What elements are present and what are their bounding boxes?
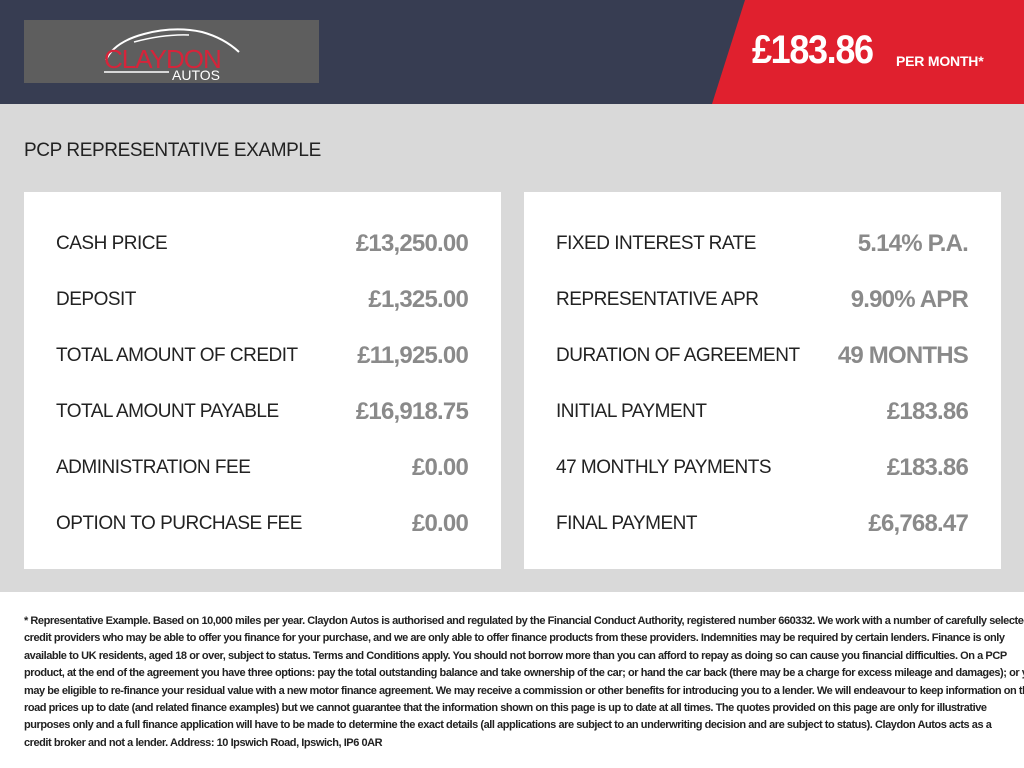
row-label: REPRESENTATIVE APR	[556, 289, 759, 310]
row-label: OPTION TO PURCHASE FEE	[56, 513, 302, 534]
finance-row: INITIAL PAYMENT £183.86	[556, 397, 969, 427]
header: CLAYDON AUTOS £183.86 PER MONTH*	[0, 0, 1024, 104]
section-title: PCP REPRESENTATIVE EXAMPLE	[24, 140, 321, 161]
row-value: 49 MONTHS	[837, 342, 969, 369]
price-panel	[712, 0, 1024, 104]
finance-row: DEPOSIT £1,325.00	[56, 285, 469, 315]
finance-row: 47 MONTHLY PAYMENTS £183.86	[556, 453, 969, 483]
finance-row: DURATION OF AGREEMENT 49 MONTHS	[556, 341, 969, 371]
finance-row: ADMINISTRATION FEE £0.00	[56, 453, 469, 483]
row-label: DURATION OF AGREEMENT	[556, 345, 800, 366]
claydon-autos-logo[interactable]: CLAYDON AUTOS	[24, 20, 319, 83]
finance-example-section: PCP REPRESENTATIVE EXAMPLE CASH PRICE £13…	[0, 104, 1024, 592]
row-value: £16,918.75	[355, 398, 469, 425]
finance-row: CASH PRICE £13,250.00	[56, 229, 469, 259]
finance-row: FIXED INTEREST RATE 5.14% P.A.	[556, 229, 969, 259]
row-value: 5.14% P.A.	[857, 230, 969, 257]
row-label: FIXED INTEREST RATE	[556, 233, 756, 254]
finance-row: TOTAL AMOUNT OF CREDIT £11,925.00	[56, 341, 469, 371]
price-suffix: PER MONTH*	[896, 53, 984, 69]
disclaimer-line: credit providers who may be able to offe…	[24, 632, 1005, 645]
disclaimer-line: purposes only and a full finance applica…	[24, 719, 992, 732]
disclaimer-line: available to UK residents, aged 18 or ov…	[24, 649, 1007, 662]
row-value: £11,925.00	[357, 342, 469, 369]
row-label: TOTAL AMOUNT OF CREDIT	[56, 345, 298, 366]
row-label: INITIAL PAYMENT	[556, 401, 707, 422]
svg-text:AUTOS: AUTOS	[172, 67, 220, 83]
row-value: £0.00	[411, 454, 469, 481]
disclaimer-line: road prices up to date (and related fina…	[24, 702, 987, 715]
finance-row: TOTAL AMOUNT PAYABLE £16,918.75	[56, 397, 469, 427]
finance-card-left: CASH PRICE £13,250.00 DEPOSIT £1,325.00 TOTA…	[24, 192, 501, 569]
row-label: DEPOSIT	[56, 289, 136, 310]
row-value: £1,325.00	[368, 286, 468, 313]
disclaimer-line: credit broker and not a lender. Address:…	[24, 736, 383, 749]
row-label: ADMINISTRATION FEE	[56, 457, 251, 478]
disclaimer-line: * Representative Example. Based on 10,00…	[24, 615, 1024, 627]
row-label: FINAL PAYMENT	[556, 513, 697, 534]
row-value: £6,768.47	[868, 510, 968, 537]
row-label: 47 MONTHLY PAYMENTS	[556, 457, 772, 478]
disclaimer-line: may be eligible to re-finance your resid…	[24, 684, 1024, 697]
monthly-price: £183.86	[752, 28, 874, 72]
row-value: £0.00	[411, 510, 469, 537]
row-label: CASH PRICE	[56, 233, 168, 254]
finance-row: REPRESENTATIVE APR 9.90% APR	[556, 285, 969, 315]
row-label: TOTAL AMOUNT PAYABLE	[56, 401, 279, 422]
row-value: £183.86	[886, 454, 969, 481]
row-value: 9.90% APR	[850, 286, 969, 313]
finance-card-right: FIXED INTEREST RATE 5.14% P.A. REPRESENTAT…	[524, 192, 1001, 569]
svg-text:CLAYDON: CLAYDON	[104, 44, 221, 74]
disclaimer-line: product, at the end of the agreement you…	[24, 667, 1024, 680]
finance-row: FINAL PAYMENT £6,768.47	[556, 509, 969, 539]
row-value: £13,250.00	[355, 230, 469, 257]
disclaimer: * Representative Example. Based on 10,00…	[24, 613, 1024, 752]
row-value: £183.86	[886, 398, 969, 425]
finance-row: OPTION TO PURCHASE FEE £0.00	[56, 509, 469, 539]
